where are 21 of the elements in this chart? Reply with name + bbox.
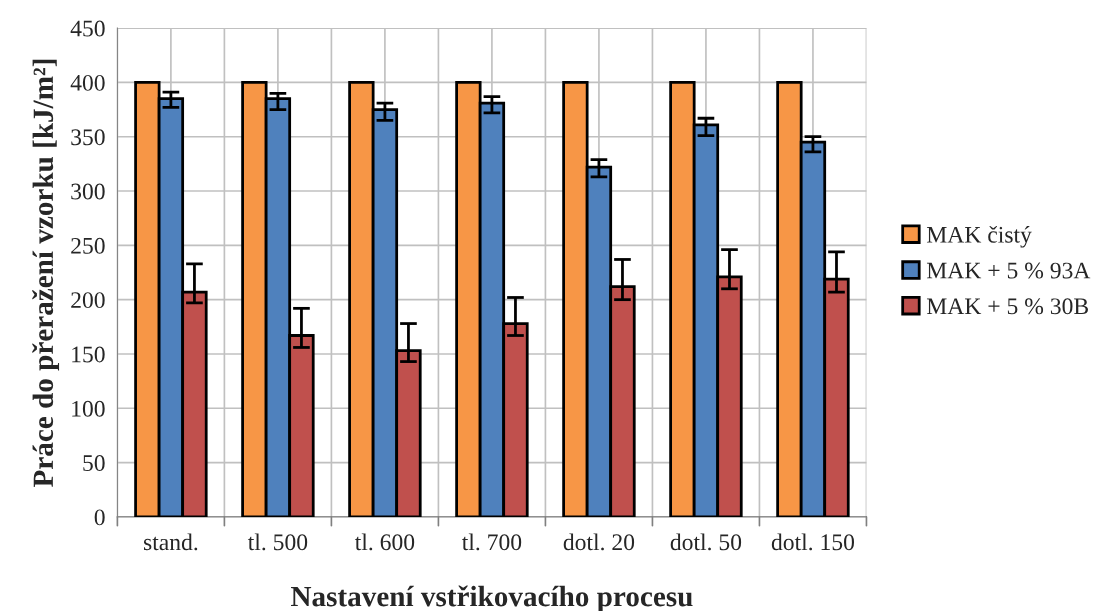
y-tick-label: 200 [71, 292, 105, 309]
y-axis-title: Práce do přeražení vzorku [kJ/m²] [32, 59, 60, 487]
y-tick-label: 400 [70, 74, 105, 91]
x-tick-label: tl. 500 [247, 533, 308, 551]
y-tick-label: 150 [72, 346, 105, 363]
x-tick-label: dotl. 150 [771, 533, 855, 551]
y-tick-label: 250 [71, 237, 105, 254]
y-tick-label: 100 [72, 400, 105, 417]
x-tick-label: stand. [143, 533, 198, 551]
y-tick-label: 350 [71, 129, 105, 146]
legend-label: MAK čistý [926, 226, 1032, 248]
y-tick-label: 0 [94, 509, 105, 526]
y-tick-label: 450 [70, 20, 105, 37]
legend-label: MAK + 5 % 93A [926, 262, 1091, 279]
y-tick-label: 50 [83, 455, 105, 472]
x-tick-label: dotl. 50 [670, 533, 742, 551]
x-tick-label: tl. 600 [354, 533, 415, 551]
x-tick-label: dotl. 20 [563, 533, 635, 551]
y-tick-label: 300 [71, 183, 105, 200]
x-tick-label: tl. 700 [461, 533, 522, 551]
legend-label: MAK + 5 % 30B [926, 298, 1088, 315]
